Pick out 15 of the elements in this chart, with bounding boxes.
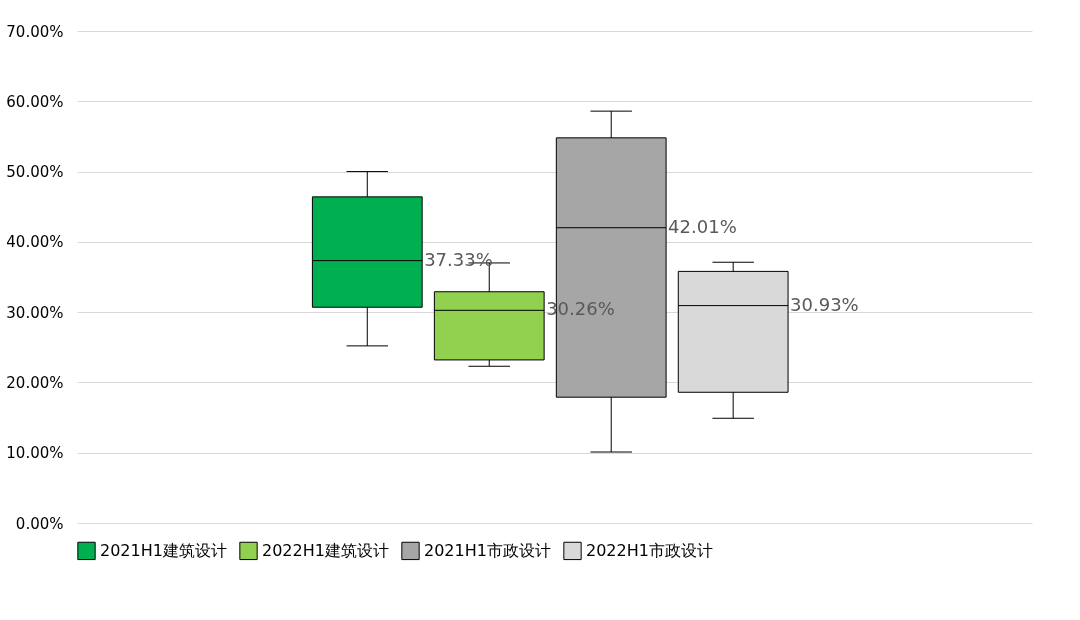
annotation: 42.01% <box>668 215 737 237</box>
legend-label: 2021H1市政设计 <box>424 540 551 560</box>
legend-label: 2022H1市政设计 <box>586 540 713 560</box>
y-tick-label: 0.00% <box>15 514 64 533</box>
annotation: 30.93% <box>790 293 859 315</box>
y-tick-label: 20.00% <box>6 373 64 392</box>
legend-label: 2022H1建筑设计 <box>262 540 389 560</box>
legend-label: 2021H1建筑设计 <box>100 540 227 560</box>
y-tick-label: 30.00% <box>6 303 64 322</box>
y-tick-label: 10.00% <box>6 444 64 463</box>
y-tick-label: 60.00% <box>6 92 64 111</box>
y-tick-label: 50.00% <box>6 163 64 182</box>
y-tick-label: 70.00% <box>6 22 64 41</box>
y-tick-label: 40.00% <box>6 233 64 252</box>
annotation: 37.33% <box>424 248 493 270</box>
